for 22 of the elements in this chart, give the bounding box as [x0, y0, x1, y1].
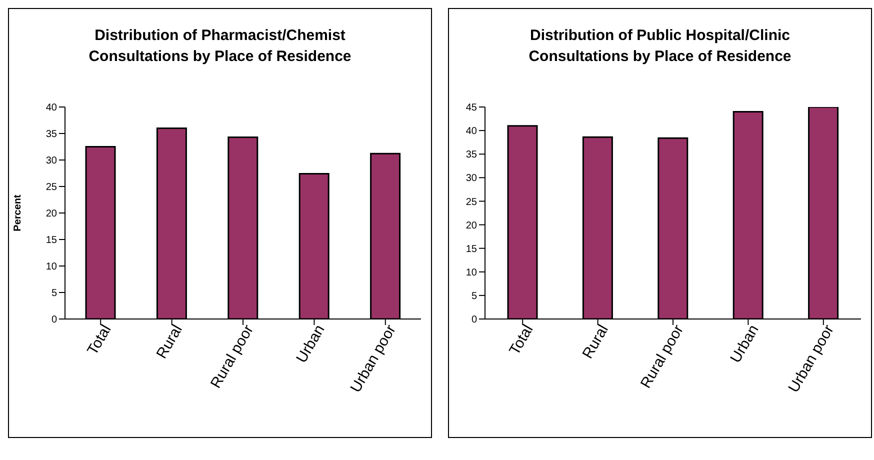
y-tick-label: 45	[466, 102, 478, 114]
y-tick-label: 0	[471, 314, 478, 326]
y-tick-label: 20	[46, 208, 58, 220]
y-tick-label: 25	[466, 196, 478, 208]
y-tick-label: 0	[51, 314, 58, 326]
y-tick-label: 40	[46, 102, 58, 114]
y-tick-label: 30	[466, 173, 478, 184]
y-tick-label: 40	[466, 126, 478, 138]
y-tick-label: 15	[466, 244, 478, 255]
y-tick-label: 35	[466, 150, 478, 161]
y-tick-label: 15	[46, 235, 58, 246]
y-tick-label: 10	[466, 267, 478, 278]
y-tick-label: 35	[46, 129, 58, 140]
y-tick-label: 20	[466, 220, 478, 232]
y-axis-title: Percent	[12, 194, 24, 232]
y-tick-label: 25	[46, 182, 58, 194]
y-tick-label: 30	[46, 156, 58, 167]
y-tick-label: 5	[51, 288, 58, 300]
chart-title: Distribution of Public Hospital/Clinic Consultations by Place of Residence	[528, 26, 792, 67]
chart-title: Distribution of Pharmacist/Chemist Consultations by Place of Residence	[88, 26, 352, 67]
y-tick-label: 10	[46, 262, 58, 273]
y-tick-label: 5	[471, 290, 478, 302]
